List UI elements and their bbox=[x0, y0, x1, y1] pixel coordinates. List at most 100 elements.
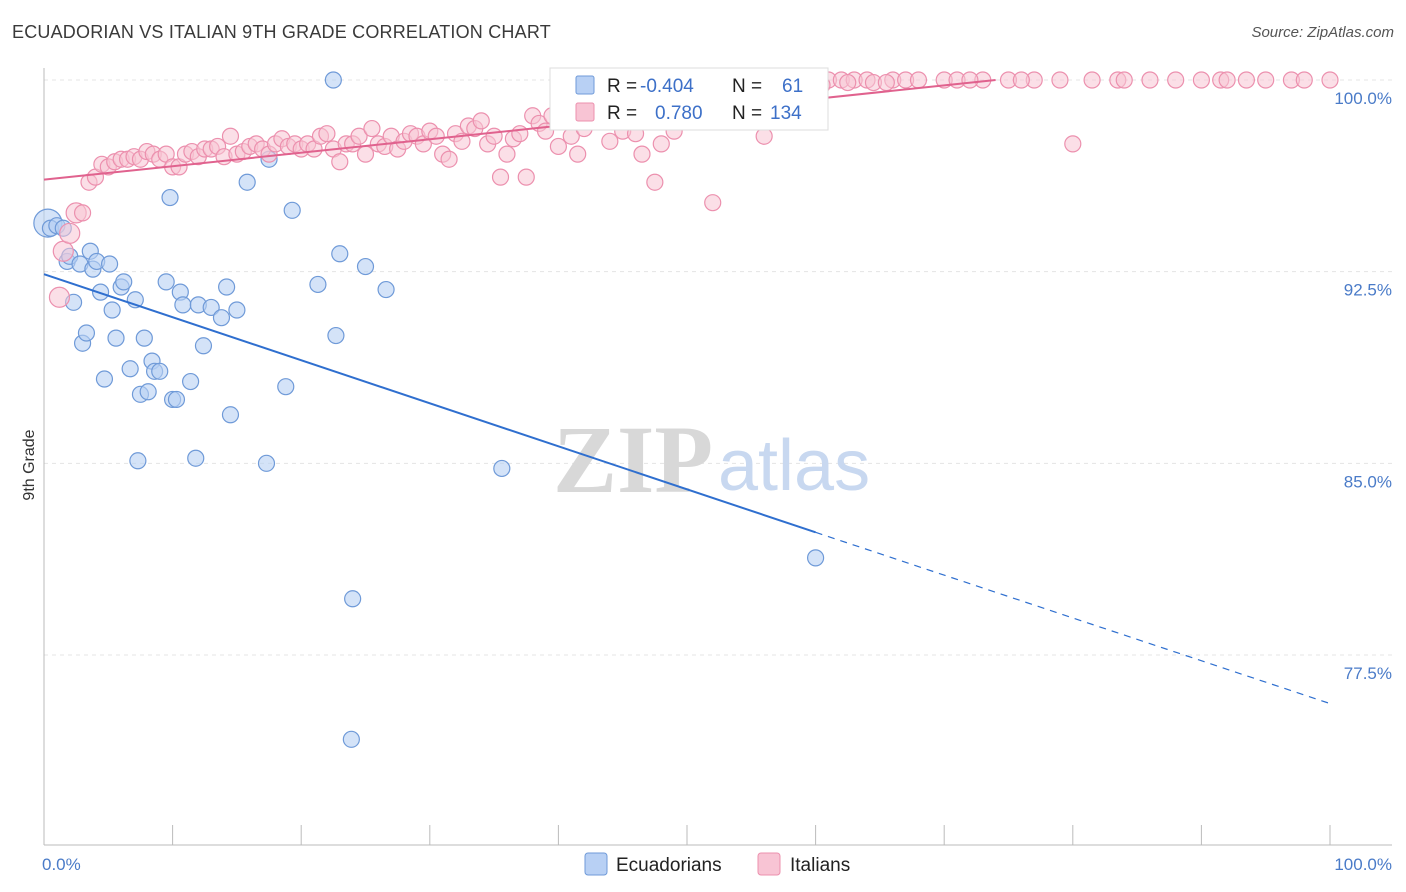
italian-point bbox=[363, 119, 381, 138]
italian-point bbox=[331, 153, 349, 171]
ecuadorian-point bbox=[283, 201, 301, 219]
ecuadorian-trend-extension bbox=[815, 531, 1331, 705]
stats-r-label-ita: R = bbox=[607, 103, 637, 124]
italian-point bbox=[221, 127, 240, 145]
italian-point bbox=[549, 137, 568, 156]
ecuadorian-point bbox=[187, 449, 205, 467]
italian-swatch bbox=[575, 102, 595, 122]
ecuadorian-point bbox=[121, 360, 139, 378]
italian-point bbox=[350, 127, 368, 145]
gridlines bbox=[44, 79, 1392, 656]
italian-point bbox=[1257, 71, 1275, 89]
italian-point bbox=[59, 222, 81, 244]
stats-n-label-ita: N = bbox=[732, 103, 762, 124]
legend-label-italians: Italians bbox=[790, 855, 850, 876]
ecuadorian-point bbox=[129, 452, 147, 470]
italian-point bbox=[485, 127, 503, 145]
trend-lines bbox=[43, 79, 1331, 705]
x-tick-label: 100.0% bbox=[1334, 855, 1392, 874]
ecuadorian-point bbox=[356, 257, 375, 276]
ecuadorian-point bbox=[212, 309, 231, 327]
watermark: ZIP atlas bbox=[553, 406, 870, 513]
italian-point bbox=[1083, 71, 1101, 89]
ecuadorian-point bbox=[238, 173, 256, 191]
italian-point bbox=[318, 125, 336, 143]
stats-n-value-ita: 134 bbox=[770, 103, 802, 124]
italian-point bbox=[48, 286, 71, 308]
ecuadorian-point bbox=[221, 406, 240, 424]
italian-point bbox=[652, 135, 670, 153]
ecuadorian-trend-line bbox=[43, 273, 816, 534]
ecuadorian-point bbox=[257, 454, 276, 472]
ecuadorian-point bbox=[194, 337, 213, 355]
italian-point bbox=[1321, 71, 1339, 89]
italian-point bbox=[73, 204, 92, 222]
chart-title: ECUADORIAN VS ITALIAN 9TH GRADE CORRELAT… bbox=[12, 22, 551, 42]
ecuadorian-point bbox=[377, 280, 395, 299]
stats-legend: R = -0.404 N = 61 R = 0.780 N = 134 bbox=[549, 67, 829, 131]
italian-point bbox=[1218, 71, 1236, 89]
ecuadorian-point bbox=[100, 255, 119, 273]
italian-point bbox=[1295, 71, 1313, 89]
ecuadorian-point bbox=[344, 590, 362, 608]
italian-point bbox=[356, 145, 375, 163]
ecuadorian-point bbox=[139, 383, 157, 401]
italian-point bbox=[1051, 71, 1069, 89]
stats-r-value-ita: 0.780 bbox=[655, 103, 703, 124]
italian-trend-line bbox=[43, 79, 996, 181]
ecuadorian-point bbox=[806, 549, 825, 567]
italian-point bbox=[1141, 71, 1159, 89]
italian-point bbox=[839, 73, 857, 92]
italian-point bbox=[453, 132, 471, 150]
y-tick-labels: 100.0% 92.5% 85.0% 77.5% bbox=[1334, 89, 1392, 683]
ecuadorian-point bbox=[95, 370, 114, 388]
italian-point bbox=[961, 71, 979, 89]
italian-point bbox=[909, 71, 928, 89]
ecuadorian-point bbox=[151, 362, 169, 380]
italian-point bbox=[1237, 71, 1256, 89]
ecuadorian-point bbox=[277, 378, 295, 396]
italian-point bbox=[491, 168, 510, 186]
italian-point bbox=[601, 132, 619, 150]
x-tick-labels: 0.0% 100.0% bbox=[42, 855, 1392, 874]
ecuadorian-point bbox=[331, 245, 349, 263]
italian-point bbox=[1115, 71, 1133, 89]
stats-n-label-ecu: N = bbox=[732, 76, 762, 97]
italian-point bbox=[440, 150, 458, 168]
italian-point bbox=[755, 127, 773, 145]
stats-n-value-ecu: 61 bbox=[782, 76, 803, 97]
ecuadorian-point bbox=[174, 296, 192, 314]
y-axis-title: 9th Grade bbox=[21, 429, 38, 500]
y-tick-label: 85.0% bbox=[1344, 472, 1392, 491]
y-tick-label: 92.5% bbox=[1344, 281, 1392, 300]
italian-point bbox=[427, 127, 445, 145]
stats-legend-box bbox=[549, 67, 829, 131]
legend-label-ecuadorians: Ecuadorians bbox=[616, 855, 722, 876]
ecuadorian-point bbox=[342, 730, 360, 748]
ecuadorian-point bbox=[202, 298, 220, 317]
italian-point bbox=[633, 145, 651, 163]
x-tick-label: 0.0% bbox=[42, 855, 81, 874]
italian-point bbox=[569, 145, 587, 163]
ecuadorian-point bbox=[77, 324, 96, 342]
series-legend: Ecuadorians Italians bbox=[584, 852, 850, 876]
ecuadorian-point bbox=[161, 188, 179, 207]
ecuadorian-point bbox=[493, 459, 511, 478]
ecuadorian-point bbox=[107, 329, 125, 347]
legend-swatch-italians bbox=[757, 852, 781, 876]
ecuadorian-point bbox=[182, 372, 200, 391]
y-tick-label: 100.0% bbox=[1334, 89, 1392, 108]
legend-swatch-ecuadorians bbox=[584, 852, 608, 876]
italian-point bbox=[1012, 71, 1030, 89]
watermark-zip: ZIP bbox=[553, 406, 713, 513]
source-credit: Source: ZipAtlas.com bbox=[1251, 24, 1394, 41]
italian-point bbox=[472, 112, 490, 130]
italian-point bbox=[511, 125, 529, 143]
ecuadorian-point bbox=[309, 275, 327, 294]
ecuadorian-point bbox=[157, 273, 175, 291]
ecuadorian-point bbox=[135, 329, 153, 347]
ecuadorian-point bbox=[324, 71, 342, 89]
italian-point bbox=[517, 168, 535, 186]
italian-point bbox=[646, 173, 664, 191]
